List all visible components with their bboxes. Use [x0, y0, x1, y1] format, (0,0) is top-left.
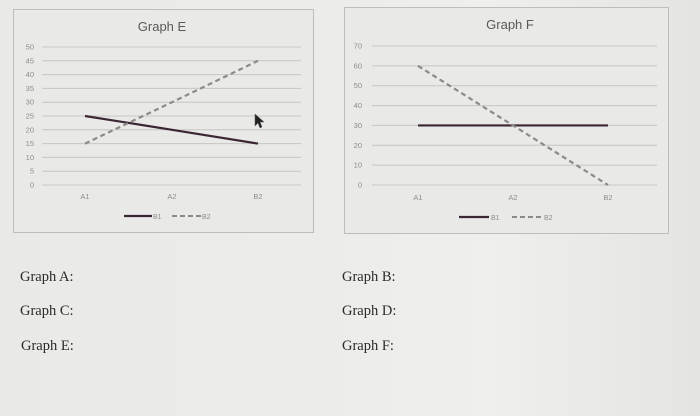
question-graph-d: Graph D:	[342, 303, 397, 319]
x-tick-label: A1	[80, 192, 89, 201]
series-b2-line	[417, 64, 609, 186]
graph-f-series	[417, 64, 609, 186]
y-tick-label: 60	[354, 61, 362, 70]
legend-b2-label: B2	[544, 215, 553, 222]
graph-f-y-axis: 0 10 20 30 40 50 60 70	[354, 42, 362, 190]
graph-e-y-axis: 0 5 10 15 20 25 30 35 40 45 50	[26, 43, 34, 190]
graph-e-series	[84, 59, 259, 145]
x-tick-label: A2	[167, 192, 176, 201]
y-tick-label: 40	[354, 101, 362, 110]
y-tick-label: 0	[30, 181, 34, 190]
graph-e-frame	[13, 9, 314, 233]
legend-b1-label: B1	[153, 214, 162, 221]
graph-f-legend: B1 B2	[459, 215, 553, 222]
y-tick-label: 20	[354, 141, 362, 150]
graph-f-title: Graph F	[486, 17, 534, 32]
x-tick-label: B2	[603, 193, 612, 202]
legend-b2-label: B2	[202, 214, 211, 221]
question-graph-c: Graph C:	[20, 303, 74, 319]
y-tick-label: 35	[26, 84, 34, 93]
y-tick-label: 70	[354, 42, 362, 51]
question-graph-b: Graph B:	[342, 269, 396, 285]
y-tick-label: 15	[26, 139, 34, 148]
graph-e-title: Graph E	[138, 19, 187, 34]
x-tick-label: A1	[413, 193, 422, 202]
question-graph-f: Graph F:	[342, 338, 394, 354]
y-tick-label: 50	[26, 43, 34, 52]
y-tick-label: 5	[30, 167, 34, 176]
y-tick-label: 30	[26, 98, 34, 107]
graph-e-legend: B1 B2	[124, 214, 211, 221]
graph-e-x-axis: A1 A2 B2	[80, 192, 262, 201]
series-b2-line	[84, 59, 259, 145]
y-tick-label: 45	[26, 56, 34, 65]
y-tick-label: 50	[354, 81, 362, 90]
y-tick-label: 20	[26, 125, 34, 134]
question-graph-a: Graph A:	[20, 269, 74, 285]
x-tick-label: B2	[253, 192, 262, 201]
y-tick-label: 30	[354, 121, 362, 130]
graph-f-x-axis: A1 A2 B2	[413, 193, 612, 202]
y-tick-label: 10	[26, 153, 34, 162]
y-tick-label: 40	[26, 70, 34, 79]
y-tick-label: 25	[26, 112, 34, 121]
series-b1-line	[84, 114, 259, 145]
graph-f-gridlines	[372, 45, 657, 186]
mouse-cursor-icon	[254, 113, 265, 129]
legend-b1-label: B1	[491, 215, 500, 222]
y-tick-label: 10	[354, 161, 362, 170]
question-graph-e: Graph E:	[21, 338, 74, 354]
x-tick-label: A2	[508, 193, 517, 202]
y-tick-label: 0	[358, 181, 362, 190]
